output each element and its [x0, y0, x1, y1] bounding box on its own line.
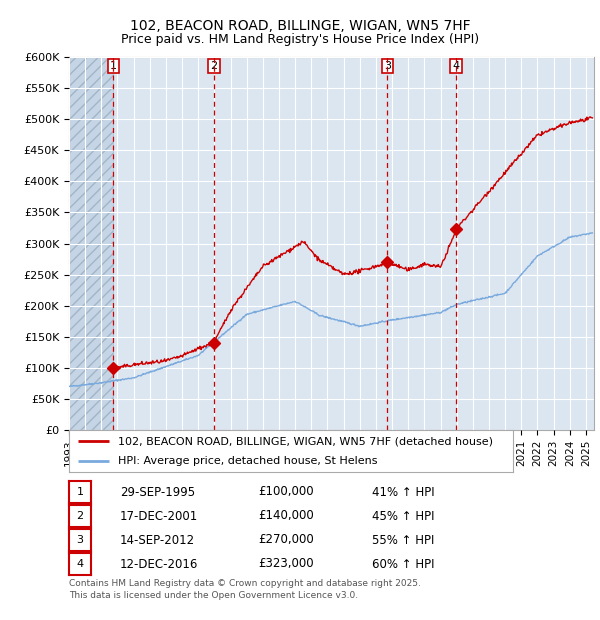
Text: 4: 4 — [76, 559, 83, 569]
Text: 102, BEACON ROAD, BILLINGE, WIGAN, WN5 7HF (detached house): 102, BEACON ROAD, BILLINGE, WIGAN, WN5 7… — [118, 436, 493, 446]
Text: £100,000: £100,000 — [258, 485, 314, 498]
Text: HPI: Average price, detached house, St Helens: HPI: Average price, detached house, St H… — [118, 456, 377, 466]
Text: 29-SEP-1995: 29-SEP-1995 — [120, 485, 195, 498]
Text: Contains HM Land Registry data © Crown copyright and database right 2025.
This d: Contains HM Land Registry data © Crown c… — [69, 579, 421, 600]
Text: 1: 1 — [110, 61, 117, 71]
Text: 60% ↑ HPI: 60% ↑ HPI — [372, 557, 434, 570]
Text: 17-DEC-2001: 17-DEC-2001 — [120, 510, 198, 523]
Text: 2: 2 — [210, 61, 217, 71]
Text: 102, BEACON ROAD, BILLINGE, WIGAN, WN5 7HF: 102, BEACON ROAD, BILLINGE, WIGAN, WN5 7… — [130, 19, 470, 33]
Bar — [69, 57, 113, 430]
Text: 12-DEC-2016: 12-DEC-2016 — [120, 557, 199, 570]
Text: £140,000: £140,000 — [258, 510, 314, 523]
Text: 4: 4 — [452, 61, 460, 71]
Text: 55% ↑ HPI: 55% ↑ HPI — [372, 533, 434, 546]
Text: 14-SEP-2012: 14-SEP-2012 — [120, 533, 195, 546]
Text: 2: 2 — [76, 511, 83, 521]
Text: 45% ↑ HPI: 45% ↑ HPI — [372, 510, 434, 523]
Text: £323,000: £323,000 — [258, 557, 314, 570]
Text: £270,000: £270,000 — [258, 533, 314, 546]
Text: 3: 3 — [384, 61, 391, 71]
Text: 1: 1 — [77, 487, 83, 497]
Text: Price paid vs. HM Land Registry's House Price Index (HPI): Price paid vs. HM Land Registry's House … — [121, 33, 479, 46]
Text: 3: 3 — [77, 535, 83, 545]
Text: 41% ↑ HPI: 41% ↑ HPI — [372, 485, 434, 498]
